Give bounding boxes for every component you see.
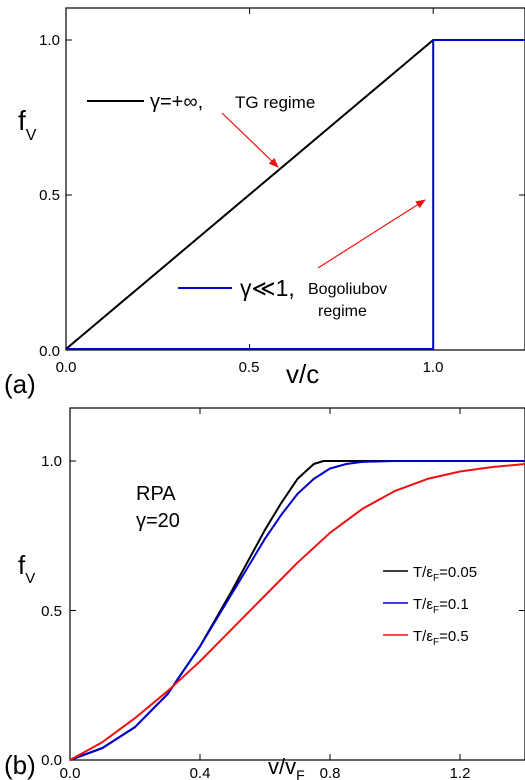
panel-b-ylabel-sub: V — [25, 570, 35, 587]
panel-a-legend-regime-tg: TG regime — [235, 93, 315, 112]
panel-b-annotation-gamma: γ=20 — [136, 510, 180, 532]
panel-b-ylabel-main: f — [18, 550, 26, 580]
panel-b-tag: (b) — [4, 750, 36, 780]
panel-b-legend-label-0: T/εF=0.05 — [413, 564, 477, 584]
panel-b-xtick-label: 1.2 — [450, 765, 471, 780]
panel-a-tag: (a) — [4, 369, 36, 399]
panel-a-xtick-label: 0.5 — [239, 359, 260, 376]
panel-a-series — [65, 39, 525, 350]
panel-a-legend-gamma-bog: γ≪1, — [240, 275, 295, 301]
panel-a-ticks — [65, 8, 525, 351]
panel-a-ylabel-sub: V — [26, 127, 37, 144]
panel-a-series-line-0 — [65, 39, 525, 350]
panel-a-series-line-1 — [66, 39, 525, 350]
panel-a-legend-regime-bog: Bogoliubov — [308, 281, 387, 298]
panel-b-xtick-label: 0.8 — [320, 765, 341, 780]
panel-b-ytick-label: 0.5 — [41, 603, 62, 620]
panel-b-series-line-1 — [69, 460, 525, 761]
panel-a-legend-regime2-bog: regime — [318, 303, 367, 320]
legend-name-pre: T/ε — [413, 628, 433, 645]
panel-a-arrow-tg — [221, 112, 279, 168]
panel-b-legend: T/εF=0.05 T/εF=0.1 T/εF=0.5 — [383, 564, 477, 648]
panel-b-series — [69, 460, 525, 761]
panel-a-xtick-label: 0.0 — [56, 359, 77, 376]
panel-b-annotation-rpa: RPA — [136, 483, 176, 505]
legend-name-pre: T/ε — [413, 564, 433, 581]
panel-a-xtick-label: 1.0 — [423, 359, 444, 376]
panel-b-xlabel-main: v/v — [268, 754, 296, 779]
legend-name-post: =0.5 — [439, 628, 469, 645]
panel-b-xlabel: v/vF — [268, 754, 305, 780]
legend-name-sub: F — [433, 637, 439, 648]
panel-a-ytick-label: 0.5 — [39, 187, 60, 204]
panel-b: 1.0 0.5 0.0 0.0 0.4 0.8 1.2 fV v/vF (b) … — [4, 407, 525, 780]
panel-a-ytick-label: 1.0 — [39, 32, 60, 49]
panel-a-legend-gamma-tg: γ=+∞, — [150, 91, 203, 113]
legend-name-sub: F — [433, 605, 439, 616]
panel-b-legend-label-1: T/εF=0.1 — [413, 596, 469, 616]
panel-a-xlabel: v/c — [286, 359, 319, 389]
panel-a: 1.0 0.5 0.0 0.0 0.5 1.0 fV v/c (a) γ=+∞,… — [4, 7, 525, 399]
panel-b-ytick-label: 0.0 — [41, 752, 62, 769]
legend-name-sub: F — [433, 573, 439, 584]
panel-a-ylabel: fV — [18, 105, 37, 144]
panel-b-ylabel: fV — [18, 550, 35, 587]
panel-b-series-line-2 — [69, 463, 525, 761]
panel-b-legend-label-2: T/εF=0.5 — [413, 628, 469, 648]
panel-b-ytick-label: 1.0 — [41, 453, 62, 470]
panel-b-xtick-label: 0.4 — [190, 765, 211, 780]
panel-b-xlabel-sub: F — [296, 767, 305, 780]
panel-b-plot-frame — [69, 407, 525, 761]
panel-a-ytick-label: 0.0 — [39, 343, 60, 360]
panel-b-xtick-label: 0.0 — [60, 765, 81, 780]
panel-a-ylabel-main: f — [18, 105, 26, 136]
legend-name-post: =0.1 — [439, 596, 469, 613]
legend-name-pre: T/ε — [413, 596, 433, 613]
legend-name-post: =0.05 — [439, 564, 477, 581]
panel-a-arrow-bog — [317, 199, 426, 269]
panel-a-plot-frame — [65, 7, 525, 351]
